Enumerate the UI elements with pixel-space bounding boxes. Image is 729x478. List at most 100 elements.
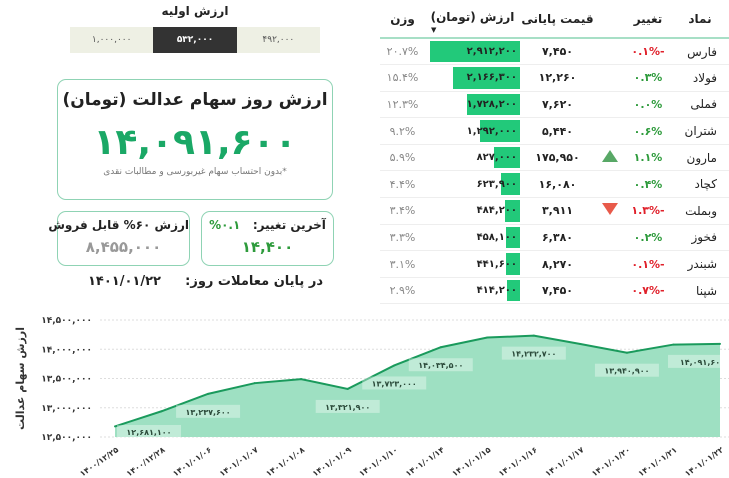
sellable-value: ۸,۴۵۵,۰۰۰ — [85, 238, 162, 256]
value-bar — [494, 146, 520, 169]
change-cell: ۰.۶% — [625, 117, 671, 145]
sellable-value-card: ارزش ۶۰% قابل فروش ۸,۴۵۵,۰۰۰ — [48, 211, 190, 266]
data-point — [300, 378, 303, 381]
data-label-bg — [408, 358, 473, 372]
arrow-cell — [595, 91, 625, 119]
data-label-bg — [117, 425, 181, 438]
data-point — [207, 392, 210, 395]
data-point — [393, 364, 396, 367]
series-line — [114, 334, 721, 428]
value-cell: ۴۴۱,۶۰۰ — [425, 250, 520, 278]
y-tick-label: ۱۳,۵۰۰,۰۰۰ — [41, 375, 92, 385]
data-point — [160, 410, 163, 413]
change-cell: ۱.۱% — [625, 144, 671, 172]
y-axis-label: ارزش سهام عدالت — [14, 327, 27, 430]
x-tick-label: ۱۴۰۱/۰۱/۰۶ — [171, 445, 213, 478]
initial-value-option-532000[interactable]: ۵۳۲,۰۰۰ — [153, 27, 237, 53]
arrow-cell — [595, 250, 625, 278]
data-label: ۱۴,۲۳۲,۷۰۰ — [511, 350, 556, 359]
table-row[interactable]: کچاد ۰.۴% ۱۶,۰۸۰ ۶۲۳,۹۰۰ ۴.۴% — [380, 170, 729, 199]
arrow-cell — [595, 144, 625, 172]
symbol-cell[interactable]: فولاد — [671, 64, 729, 92]
header-value[interactable]: ارزش (تومان) ▼ — [425, 0, 520, 39]
change-cell: ۰.۳% — [625, 64, 671, 92]
change-cell: -۰.۱% — [625, 38, 671, 66]
symbol-cell[interactable]: وبملت — [671, 197, 729, 225]
change-cell: ۰.۰% — [625, 91, 671, 119]
symbol-cell[interactable]: فارس — [671, 38, 729, 66]
value-text: ۱,۲۹۲,۰۰۰ — [466, 125, 517, 137]
change-cell: ۰.۲% — [625, 224, 671, 252]
symbol-cell[interactable]: شپنا — [671, 277, 729, 305]
table-row[interactable]: وبملت -۱.۳% ۳,۹۱۱ ۴۸۴,۲۰۰ ۳.۴% — [380, 197, 729, 225]
data-label: ۱۴,۰۹۱,۶۰ — [680, 358, 720, 367]
symbol-cell[interactable]: مارون — [671, 144, 729, 172]
end-of-day-date: ۱۴۰۱/۰۱/۲۲ — [88, 274, 161, 289]
table-row[interactable]: شتران ۰.۶% ۵,۴۴۰ ۱,۲۹۲,۰۰۰ ۹.۲% — [380, 117, 729, 145]
weight-cell: ۱۵.۴% — [380, 64, 425, 92]
table-row[interactable]: فولاد ۰.۳% ۱۲,۲۶۰ ۲,۱۶۶,۳۰۰ ۱۵.۴% — [380, 64, 729, 92]
value-text: ۴۱۴,۲۰۰ — [476, 285, 517, 297]
price-cell: ۶,۳۸۰ — [520, 224, 595, 252]
table-row[interactable]: فخوز ۰.۲% ۶,۳۸۰ ۴۵۸,۱۰۰ ۳.۳% — [380, 224, 729, 252]
weight-cell: ۵.۹% — [380, 144, 425, 172]
header-price[interactable]: قیمت پایانی — [520, 0, 595, 39]
initial-value-option-492000[interactable]: ۴۹۲,۰۰۰ — [236, 27, 320, 53]
value-cell: ۲,۱۶۶,۳۰۰ — [425, 64, 520, 92]
price-cell: ۸,۲۷۰ — [520, 250, 595, 278]
header-change[interactable]: تغییر — [625, 0, 671, 39]
initial-value-option-1000000[interactable]: ۱,۰۰۰,۰۰۰ — [70, 27, 154, 53]
sellable-label: ارزش ۶۰% قابل فروش — [48, 218, 189, 232]
data-label: ۱۳,۲۳۷,۶۰۰ — [186, 408, 231, 417]
x-tick-label: ۱۴۰۱/۰۱/۱۰ — [357, 445, 399, 478]
table-row[interactable]: مارون ۱.۱% ۱۷۵,۹۵۰ ۸۲۷,۰۰۰ ۵.۹% — [380, 144, 729, 172]
header-weight[interactable]: وزن — [380, 0, 425, 39]
value-cell: ۴۱۴,۲۰۰ — [425, 277, 520, 305]
arrow-cell — [595, 224, 625, 252]
header-symbol[interactable]: نماد — [671, 0, 729, 39]
price-cell: ۳,۹۱۱ — [520, 197, 595, 225]
data-label-bg — [594, 363, 659, 377]
data-label: ۱۲,۶۸۱,۱۰۰ — [126, 428, 171, 437]
value-cell: ۶۲۳,۹۰۰ — [425, 170, 520, 199]
header-value-label: ارزش (تومان) — [430, 9, 515, 24]
y-tick-label: ۱۲,۵۰۰,۰۰۰ — [41, 433, 92, 443]
symbol-cell[interactable]: فخوز — [671, 224, 729, 252]
data-label: ۱۳,۳۲۱,۹۰۰ — [325, 403, 370, 412]
value-cell: ۸۲۷,۰۰۰ — [425, 144, 520, 172]
price-cell: ۷,۴۵۰ — [520, 277, 595, 305]
table-row[interactable]: شپنا -۰.۷% ۷,۴۵۰ ۴۱۴,۲۰۰ ۲.۹% — [380, 277, 729, 305]
daily-value-card: ارزش روز سهام عدالت (تومان) ۱۴,۰۹۱,۶۰۰ *… — [57, 79, 333, 200]
y-tick-label: ۱۳,۰۰۰,۰۰۰ — [41, 404, 92, 414]
data-label: ۱۴,۰۳۴,۵۰۰ — [418, 361, 463, 370]
value-bar — [430, 41, 520, 63]
x-tick-label: ۱۴۰۱/۰۱/۲۰ — [590, 445, 632, 478]
value-cell: ۲,۹۱۲,۲۰۰ — [425, 38, 520, 66]
daily-value-amount: ۱۴,۰۹۱,۶۰۰ — [93, 122, 297, 163]
data-label-bg — [668, 354, 729, 368]
data-label-bg — [176, 404, 241, 418]
price-cell: ۱۷۵,۹۵۰ — [520, 144, 595, 172]
data-label-bg — [501, 346, 566, 360]
table-row[interactable]: شبندر -۰.۱% ۸,۲۷۰ ۴۴۱,۶۰۰ ۳.۱% — [380, 250, 729, 278]
price-cell: ۱۲,۲۶۰ — [520, 64, 595, 92]
x-tick-label: ۱۴۰۱/۰۱/۰۸ — [264, 445, 306, 478]
symbol-cell[interactable]: شتران — [671, 117, 729, 145]
weight-cell: ۱۲.۳% — [380, 91, 425, 119]
symbol-cell[interactable]: کچاد — [671, 170, 729, 199]
last-change-value: ۱۴,۴۰۰ — [241, 238, 294, 256]
table-row[interactable]: فملی ۰.۰% ۷,۶۲۰ ۱,۷۲۸,۲۰۰ ۱۲.۳% — [380, 91, 729, 119]
x-tick-label: ۱۴۰۱/۰۱/۱۴ — [404, 445, 446, 478]
data-label: ۱۳,۷۲۳,۰۰۰ — [372, 379, 417, 388]
weight-cell: ۴.۴% — [380, 170, 425, 199]
weight-cell: ۳.۴% — [380, 197, 425, 225]
weight-cell: ۳.۳% — [380, 224, 425, 252]
arrow-cell — [595, 117, 625, 145]
symbol-cell[interactable]: فملی — [671, 91, 729, 119]
table-row[interactable]: فارس -۰.۱% ۷,۴۵۰ ۲,۹۱۲,۲۰۰ ۲۰.۷% — [380, 38, 729, 66]
value-bar — [505, 226, 520, 249]
end-of-day-label: در پایان معاملات روز: — [185, 274, 323, 289]
value-text: ۲,۹۱۲,۲۰۰ — [466, 46, 517, 58]
symbol-cell[interactable]: شبندر — [671, 250, 729, 278]
data-label: ۱۳,۹۴۰,۹۰۰ — [604, 367, 649, 376]
